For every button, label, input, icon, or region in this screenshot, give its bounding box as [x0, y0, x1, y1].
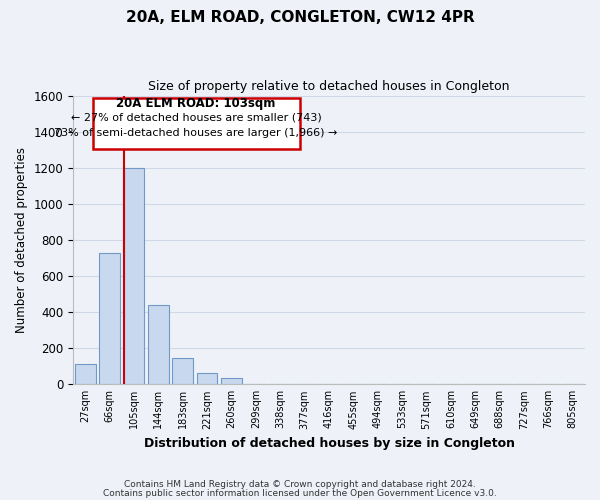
- Text: 20A, ELM ROAD, CONGLETON, CW12 4PR: 20A, ELM ROAD, CONGLETON, CW12 4PR: [125, 10, 475, 25]
- X-axis label: Distribution of detached houses by size in Congleton: Distribution of detached houses by size …: [143, 437, 515, 450]
- FancyBboxPatch shape: [92, 98, 300, 149]
- Bar: [148, 305, 169, 384]
- Bar: [221, 378, 242, 384]
- Bar: [99, 252, 120, 384]
- Bar: [75, 364, 95, 384]
- Text: Contains HM Land Registry data © Crown copyright and database right 2024.: Contains HM Land Registry data © Crown c…: [124, 480, 476, 489]
- Bar: [172, 358, 193, 384]
- Text: 73% of semi-detached houses are larger (1,966) →: 73% of semi-detached houses are larger (…: [55, 128, 338, 138]
- Bar: [197, 374, 217, 384]
- Bar: [124, 168, 145, 384]
- Text: ← 27% of detached houses are smaller (743): ← 27% of detached houses are smaller (74…: [71, 112, 322, 122]
- Text: 20A ELM ROAD: 103sqm: 20A ELM ROAD: 103sqm: [116, 97, 276, 110]
- Y-axis label: Number of detached properties: Number of detached properties: [15, 147, 28, 333]
- Title: Size of property relative to detached houses in Congleton: Size of property relative to detached ho…: [148, 80, 510, 93]
- Text: Contains public sector information licensed under the Open Government Licence v3: Contains public sector information licen…: [103, 489, 497, 498]
